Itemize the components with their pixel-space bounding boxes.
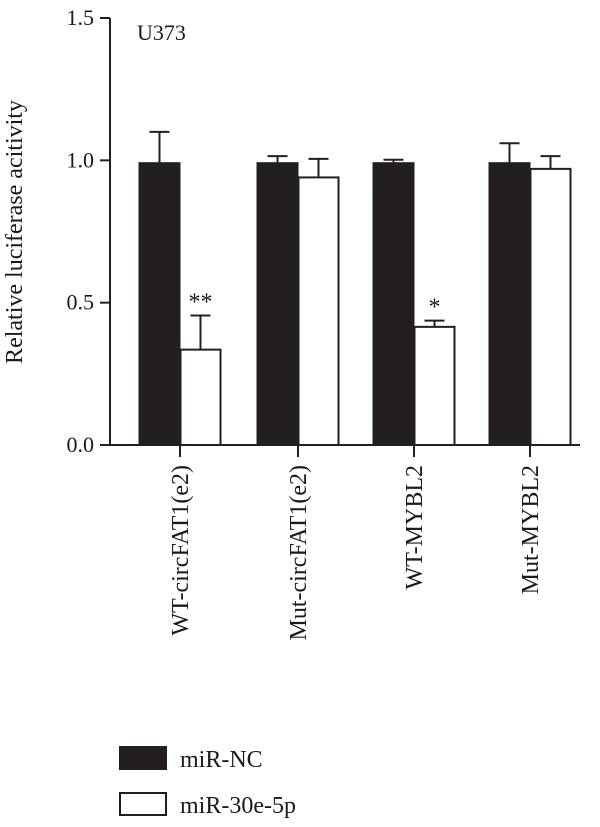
- bar: [413, 325, 456, 447]
- panel-label: U373: [137, 20, 186, 45]
- x-tick-label: WT-circFAT1(e2): [168, 465, 194, 636]
- y-axis-title: Relative luciferase acitivity: [2, 100, 28, 364]
- y-tick-label: 0.5: [67, 290, 95, 315]
- y-tick-label: 0.0: [67, 432, 95, 457]
- x-tick-labels: WT-circFAT1(e2) Mut-circFAT1(e2) WT-MYBL2 M…: [168, 465, 544, 641]
- bar: [372, 162, 415, 446]
- bar: [529, 167, 572, 447]
- y-tick-label: 1.0: [67, 147, 95, 172]
- legend-label: miR-NC: [180, 747, 263, 773]
- axes: 0.0 0.5 1.0 1.5: [67, 5, 580, 457]
- bar: [297, 176, 340, 446]
- x-tick-label: Mut-MYBL2: [518, 465, 544, 594]
- legend-label: miR-30e-5p: [180, 793, 296, 819]
- bar: [256, 162, 299, 446]
- y-tick-label: 1.5: [67, 5, 95, 30]
- significance-label: *: [429, 295, 441, 321]
- legend-swatch: [119, 746, 167, 770]
- legend: miR-NC miR-30e-5p: [119, 746, 296, 819]
- bar: [179, 348, 222, 446]
- x-tick-label: WT-MYBL2: [402, 465, 428, 589]
- bar: [488, 162, 531, 446]
- significance-label: **: [189, 289, 213, 315]
- x-tick-label: Mut-circFAT1(e2): [286, 465, 312, 641]
- error-bars: [149, 130, 561, 350]
- legend-swatch: [119, 792, 167, 816]
- significance-annotations: ** *: [189, 289, 441, 320]
- bar: [138, 162, 181, 446]
